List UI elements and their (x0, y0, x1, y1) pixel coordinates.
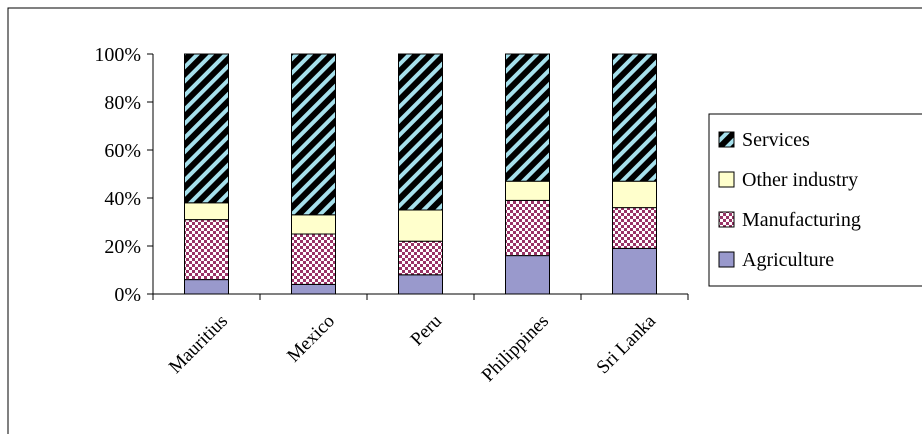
bar-agriculture-sri-lanka (612, 247, 657, 295)
bar-manufacturing-mexico (291, 233, 336, 285)
legend-label-services: Services (742, 129, 810, 151)
bar-other-industry-mauritius (184, 202, 229, 221)
bar-other-industry-philippines (505, 180, 550, 201)
legend-label-manufacturing: Manufacturing (742, 209, 861, 231)
y-tick-label: 100% (94, 44, 141, 66)
bar-agriculture-peru (398, 274, 443, 295)
legend-label-other-industry: Other industry (742, 169, 858, 191)
bar-services-philippines (505, 53, 550, 182)
bar-services-mauritius (184, 53, 229, 204)
bar-other-industry-sri-lanka (612, 180, 657, 209)
legend-label-agriculture: Agriculture (742, 249, 834, 271)
bar-agriculture-mauritius (184, 279, 229, 295)
bar-services-sri-lanka (612, 53, 657, 182)
bars (184, 53, 657, 295)
bar-manufacturing-mauritius (184, 219, 229, 281)
y-tick-label: 20% (104, 236, 141, 258)
legend-swatch-manufacturing (718, 211, 735, 228)
bar-other-industry-mexico (291, 214, 336, 235)
bar-manufacturing-philippines (505, 199, 550, 257)
bar-manufacturing-peru (398, 240, 443, 276)
bar-agriculture-mexico (291, 283, 336, 295)
bar-manufacturing-sri-lanka (612, 207, 657, 249)
y-tick-label: 80% (104, 92, 141, 114)
bar-agriculture-philippines (505, 255, 550, 295)
legend-swatch-services (718, 131, 735, 148)
legend-swatch-other-industry (718, 171, 735, 188)
legend-swatch-agriculture (718, 251, 735, 268)
bar-services-peru (398, 53, 443, 211)
bar-other-industry-peru (398, 209, 443, 242)
y-tick-label: 60% (104, 140, 141, 162)
y-tick-label: 0% (114, 284, 141, 306)
legend-box (708, 113, 922, 287)
bar-services-mexico (291, 53, 336, 216)
y-tick-label: 40% (104, 188, 141, 210)
legend: Services Other industry Manufacturing Agric… (708, 113, 922, 287)
